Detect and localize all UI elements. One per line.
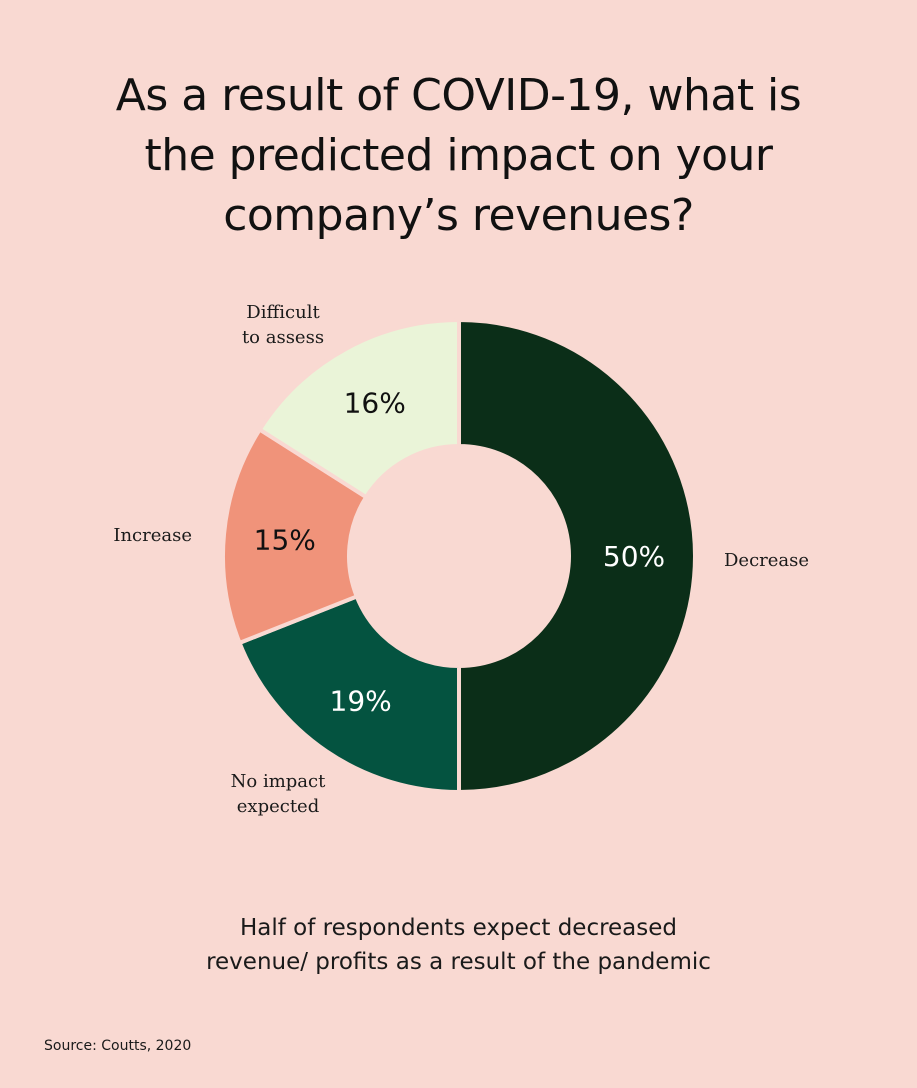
slice-value-label: 50%: [603, 540, 665, 573]
donut-slice: [221, 426, 369, 646]
donut-slice: [236, 593, 461, 795]
title-line: the predicted impact on your: [144, 130, 773, 181]
title-line: company’s revenues?: [223, 190, 694, 241]
caption-line: Half of respondents expect decreased: [239, 915, 678, 941]
title-line: As a result of COVID-19, what is: [115, 70, 802, 121]
slice-value-label: 16%: [344, 387, 406, 420]
source-note: Source: Coutts, 2020: [44, 1038, 192, 1054]
caption-line: revenue/ profits as a result of the pand…: [206, 949, 711, 975]
chart-caption: Half of respondents expect decreased rev…: [0, 911, 917, 979]
chart-title: As a result of COVID-19, what is the pre…: [0, 66, 917, 246]
slice-value-label: 15%: [254, 524, 316, 557]
slice-category-label: Increase: [113, 525, 192, 546]
donut-slice: [256, 317, 461, 500]
slice-value-label: 19%: [330, 685, 392, 718]
slice-category-label: No impact expected: [231, 771, 326, 817]
donut-slice: [457, 317, 697, 795]
slice-category-label: Decrease: [724, 550, 809, 571]
slice-category-label: Difficult to assess: [242, 302, 324, 348]
